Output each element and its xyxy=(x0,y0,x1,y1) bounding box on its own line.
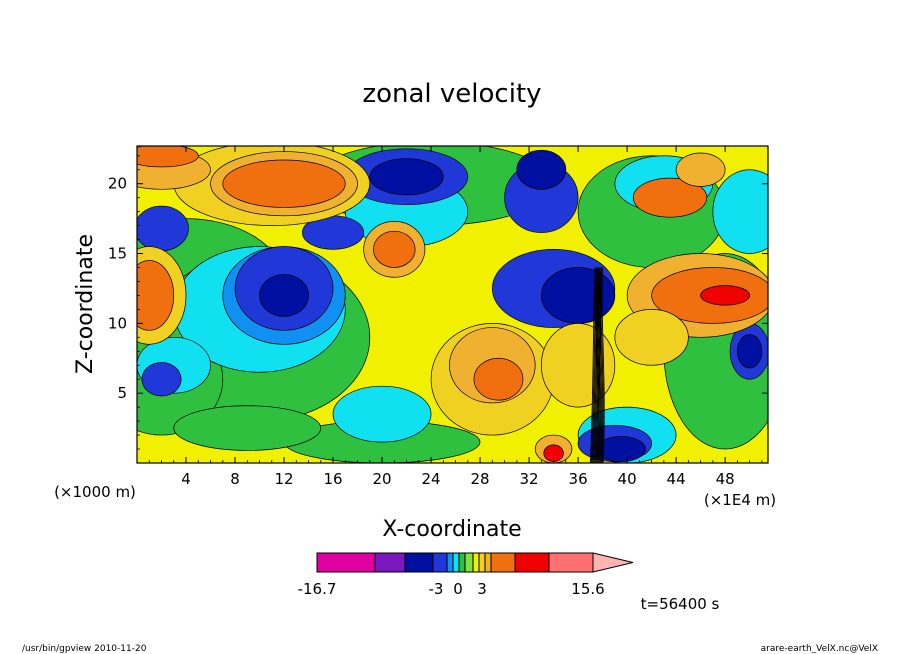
x-tick-label: 32 xyxy=(520,470,539,488)
x-axis: 4 8 12 16 20 24 28 32 36 40 44 48 xyxy=(148,146,763,488)
colorbar-swatch xyxy=(432,552,448,573)
colorbar-swatch xyxy=(548,552,594,573)
colorbar-label-pos3: 3 xyxy=(477,580,487,598)
y-axis-label: Z-coordinate xyxy=(73,234,98,374)
colorbar-swatch xyxy=(458,552,466,573)
x-tick-label: 20 xyxy=(373,470,392,488)
contour-line xyxy=(597,267,602,463)
plot-area xyxy=(137,146,768,463)
contour-region xyxy=(369,158,444,196)
colorbar-swatch xyxy=(374,552,406,573)
contour-region xyxy=(712,169,768,254)
colorbar-swatch xyxy=(464,552,474,573)
x-tick-label: 28 xyxy=(471,470,490,488)
contour-line xyxy=(596,267,601,463)
contour-region xyxy=(632,177,708,218)
colorbar-swatch xyxy=(484,552,492,573)
y-axis: 5 10 15 20 xyxy=(108,155,768,450)
contour-region xyxy=(614,309,689,366)
colorbar-swatch xyxy=(514,552,550,573)
velocity-field xyxy=(137,146,768,463)
contour-line xyxy=(594,267,599,463)
contour-region xyxy=(373,230,416,268)
colorbar-swatch xyxy=(446,552,454,573)
colorbar-label-min: -16.7 xyxy=(298,580,337,598)
y-tick-label: 20 xyxy=(108,175,127,193)
plot-frame xyxy=(136,145,769,464)
x-tick-label: 4 xyxy=(181,470,191,488)
time-label: t=56400 s xyxy=(641,595,720,613)
x-tick-label: 40 xyxy=(618,470,637,488)
contour-region xyxy=(173,405,322,451)
contour-region xyxy=(675,152,726,187)
contour-region xyxy=(222,159,346,208)
contour-region xyxy=(259,274,309,317)
x-tick-label: 8 xyxy=(230,470,240,488)
x-axis-label: X-coordinate xyxy=(382,517,521,542)
contour-region xyxy=(737,334,763,369)
y-unit-label: (×1000 m) xyxy=(54,483,136,501)
contour-line xyxy=(595,267,600,463)
footer-left: /usr/bin/gpview 2010-11-20 xyxy=(22,644,147,654)
contour-region xyxy=(137,146,199,168)
colorbar-label-max: 15.6 xyxy=(571,580,604,598)
contour-line xyxy=(600,267,604,463)
y-tick-label: 15 xyxy=(108,245,127,263)
colorbar xyxy=(316,552,634,573)
x-tick-label: 48 xyxy=(716,470,735,488)
x-tick-label: 36 xyxy=(569,470,588,488)
colorbar-swatch xyxy=(478,552,486,573)
chart-title: zonal velocity xyxy=(362,79,541,109)
x-unit-label: (×1E4 m) xyxy=(704,491,776,509)
x-tick-label: 12 xyxy=(274,470,293,488)
colorbar-swatch xyxy=(316,552,376,573)
colorbar-label-zero: 0 xyxy=(453,580,463,598)
colorbar-label-neg3: -3 xyxy=(429,580,444,598)
contour-region xyxy=(543,444,564,462)
x-tick-label: 44 xyxy=(667,470,686,488)
contour-region xyxy=(332,385,432,443)
y-tick-label: 5 xyxy=(117,384,127,402)
colorbar-arrow xyxy=(592,552,634,573)
colorbar-swatch xyxy=(404,552,434,573)
contour-region xyxy=(141,362,182,397)
colorbar-swatch xyxy=(490,552,516,573)
y-tick-label: 10 xyxy=(108,314,127,332)
contour-region xyxy=(516,149,567,190)
contour-line xyxy=(601,267,605,463)
x-tick-label: 16 xyxy=(323,470,342,488)
x-tick-label: 24 xyxy=(422,470,441,488)
colorbar-swatch xyxy=(452,552,460,573)
colorbar-swatch xyxy=(472,552,480,573)
contour-region xyxy=(473,357,524,401)
footer-right: arare-earth_VelX.nc@VelX xyxy=(761,644,878,654)
contour-region xyxy=(137,260,175,331)
contour-line xyxy=(599,267,603,463)
contour-region xyxy=(700,285,750,306)
contour-region xyxy=(137,205,189,252)
contour-region xyxy=(540,267,616,324)
